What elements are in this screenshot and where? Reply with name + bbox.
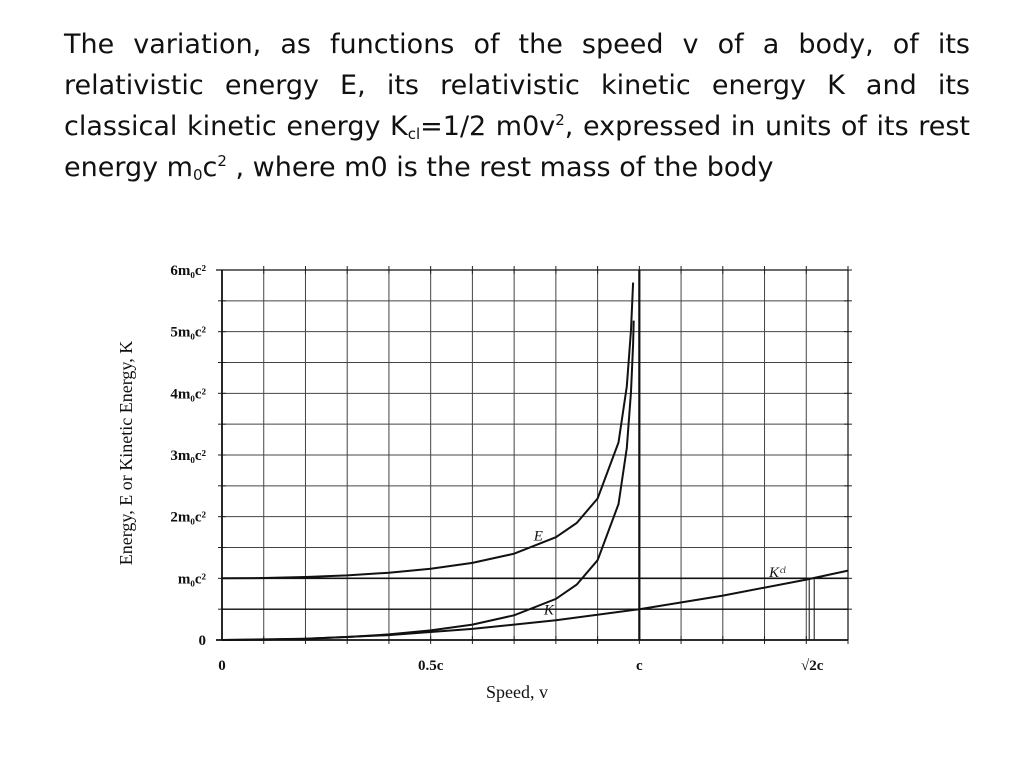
series-line-1 [221, 320, 635, 641]
y-tick-label: 5m₀c² [170, 325, 206, 341]
caption-part5: , where m0 is the rest mass of the body [226, 152, 774, 183]
caption-part2: =1/2 m0v [420, 111, 556, 142]
y-tick-label: 2m₀c² [170, 510, 206, 526]
caption-part3: , expressed in units of its rest energy … [64, 111, 971, 183]
chart-axes [216, 269, 849, 641]
caption-sub-cl: cl [407, 125, 421, 143]
x-tick-label: 0 [218, 658, 226, 674]
caption-part1: The variation, as functions of the speed… [64, 29, 970, 142]
chart-grid [218, 266, 852, 644]
caption-sup-2a: 2 [555, 111, 565, 129]
series-label-0: E [533, 528, 543, 544]
y-axis-title: Energy, E or Kinetic Energy, K [116, 341, 136, 565]
x-tick-label: c [636, 658, 643, 674]
chart-series [221, 282, 849, 641]
y-tick-label: m₀c² [178, 571, 207, 587]
caption-sub-0: 0 [192, 166, 203, 184]
y-tick-label: 3m₀c² [170, 448, 206, 464]
x-tick-label: 0.5c [418, 658, 444, 674]
y-tick-label: 4m₀c² [170, 386, 206, 402]
y-tick-label: 6m₀c² [170, 263, 206, 279]
y-tick-label: 0 [199, 633, 207, 649]
x-tick-label: √2c [801, 658, 824, 674]
slide-caption: The variation, as functions of the speed… [64, 24, 970, 188]
series-label-1: K [543, 602, 555, 618]
chart-labels: E K Kᶜˡ 0 m₀c² 2m₀c² 3m₀c² 4m₀c² 5m₀c² 6m₀c² 0 0.5c… [116, 263, 824, 702]
series-line-0 [221, 282, 635, 580]
series-label-2: Kᶜˡ [768, 565, 786, 581]
caption-sup-2b: 2 [217, 152, 227, 170]
series-line-2 [221, 569, 849, 641]
x-axis-title: Speed, v [486, 682, 548, 702]
caption-part4: c [202, 152, 218, 183]
